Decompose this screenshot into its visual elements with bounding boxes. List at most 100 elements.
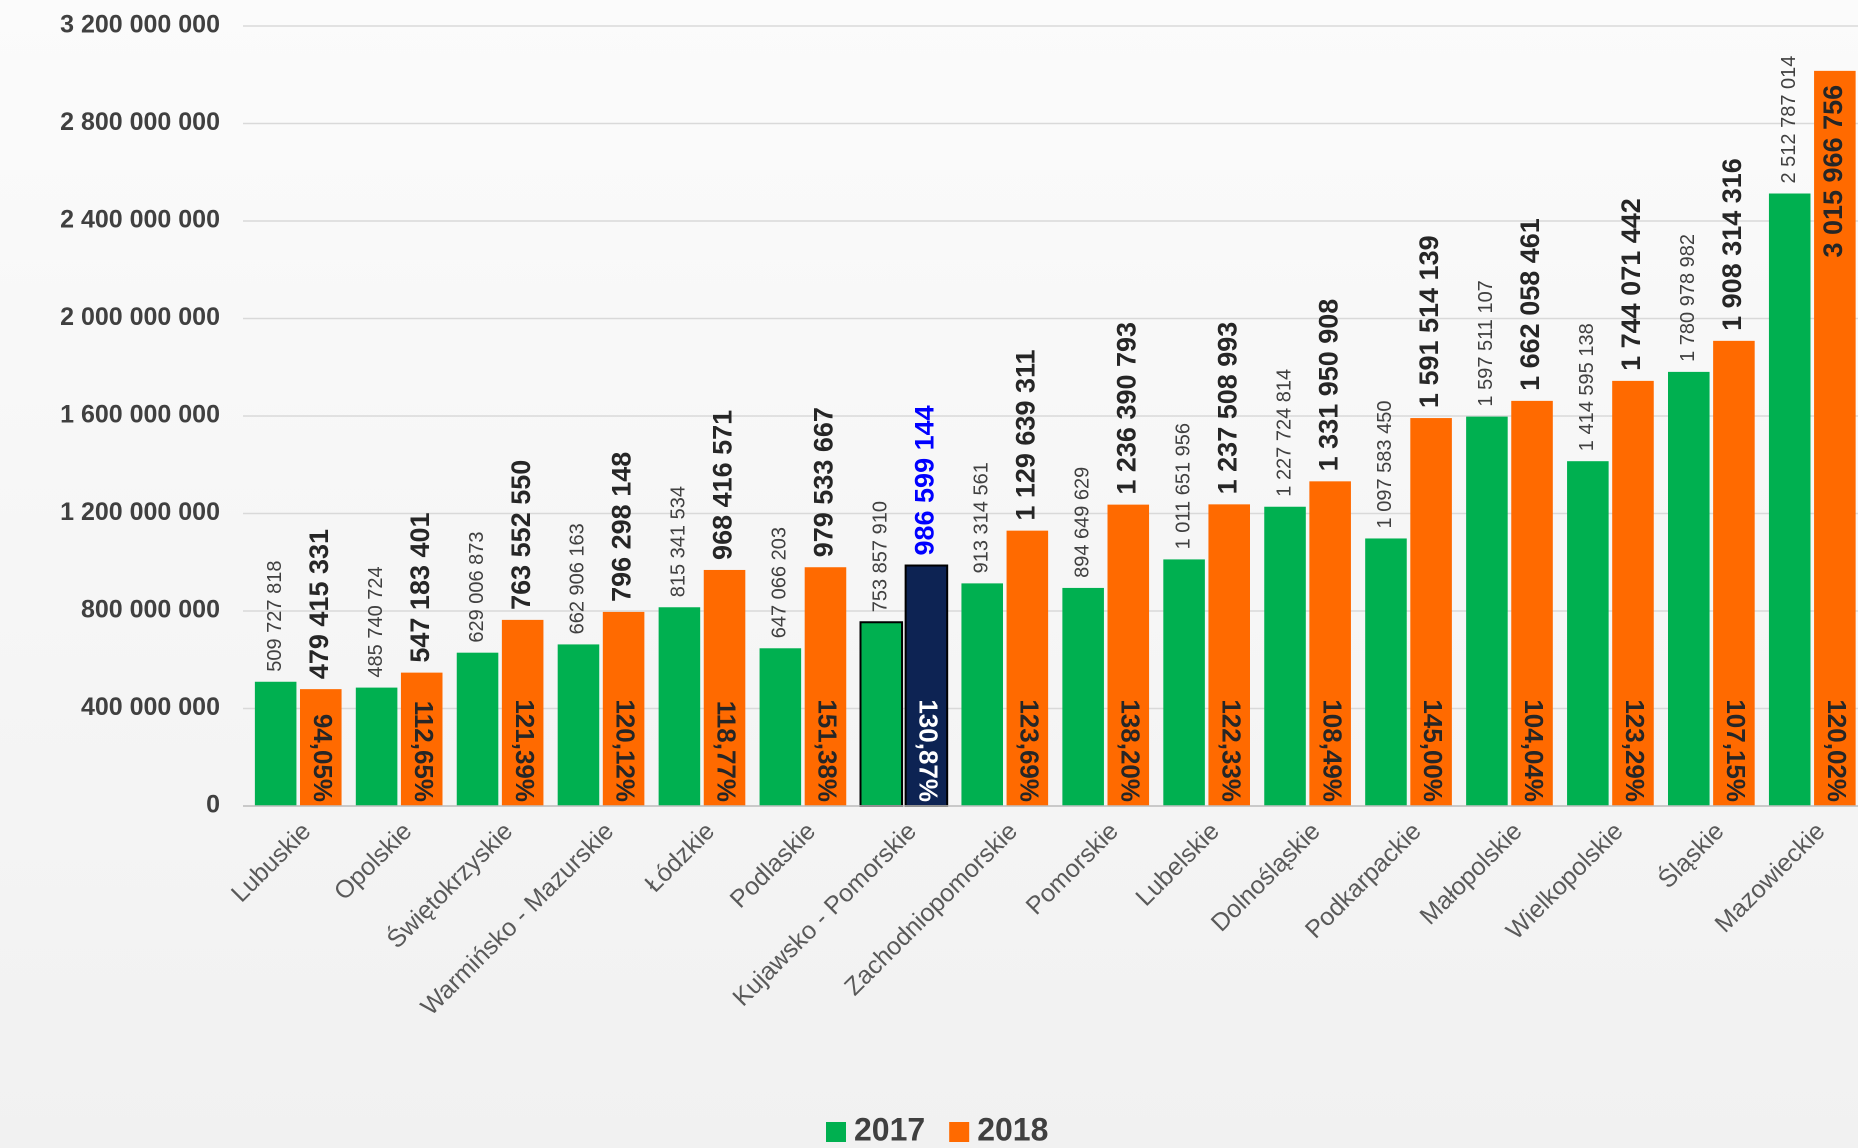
value-label: 1 236 390 793 xyxy=(1111,322,1141,495)
value-label: 1 662 058 461 xyxy=(1515,218,1545,391)
bar xyxy=(400,672,443,806)
y-tick-label: 3 200 000 000 xyxy=(60,11,220,39)
value-label: 815 341 534 xyxy=(668,486,690,597)
value-label: 485 740 724 xyxy=(365,566,387,677)
value-label: 1 129 639 311 xyxy=(1010,349,1040,520)
value-label: 986 599 144 xyxy=(910,405,940,555)
bar xyxy=(961,583,1003,806)
value-label: 753 857 910 xyxy=(870,501,892,612)
ratio-label: 112,65% xyxy=(409,701,439,802)
bar xyxy=(658,607,701,806)
value-label: 968 416 571 xyxy=(708,410,738,560)
bar xyxy=(1713,340,1755,806)
value-label: 1 331 950 908 xyxy=(1313,299,1343,472)
ratio-label: 108,49% xyxy=(1317,699,1347,802)
value-label: 1 908 314 316 xyxy=(1717,158,1747,331)
y-tick-label: 1 200 000 000 xyxy=(60,498,220,526)
bar xyxy=(557,644,600,806)
bar xyxy=(501,619,544,806)
value-label: 1 591 514 139 xyxy=(1414,235,1444,408)
bar xyxy=(254,681,297,806)
ratio-label: 145,00% xyxy=(1418,699,1448,802)
bar xyxy=(904,564,949,808)
ratio-label: 120,02% xyxy=(1822,699,1852,802)
ratio-label: 94,05% xyxy=(308,714,338,802)
bar xyxy=(1006,530,1049,806)
x-tick-label: Lubelskie xyxy=(1130,817,1224,911)
bar xyxy=(1062,587,1104,806)
bar xyxy=(759,648,802,806)
bar xyxy=(1511,400,1553,806)
value-label: 763 552 550 xyxy=(506,460,536,610)
bar xyxy=(859,621,904,807)
bar xyxy=(300,689,342,806)
x-tick-label: Kujawsko - Pomorskie xyxy=(727,817,922,1012)
x-tick-label: Warmińsko - Mazurskie xyxy=(415,817,619,1021)
y-tick-label: 800 000 000 xyxy=(81,596,220,624)
ratio-label: 151,38% xyxy=(813,699,843,802)
y-tick-label: 400 000 000 xyxy=(81,693,220,721)
x-tick-label: Zachodniopomorskie xyxy=(839,817,1023,1001)
value-label: 1 414 595 138 xyxy=(1576,323,1598,451)
bar xyxy=(1466,416,1508,806)
ratio-label: 118,77% xyxy=(712,701,742,802)
value-label: 1 597 511 107 xyxy=(1475,280,1497,406)
value-label: 1 097 583 450 xyxy=(1374,401,1396,529)
ratio-label: 120,12% xyxy=(611,699,641,802)
value-label: 913 314 561 xyxy=(971,462,993,573)
ratio-label: 122,33% xyxy=(1216,699,1246,802)
ratio-label: 138,20% xyxy=(1115,699,1145,802)
x-tick-label: Opolskie xyxy=(329,817,418,906)
value-label: 894 649 629 xyxy=(1071,467,1093,578)
value-label: 662 906 163 xyxy=(567,523,589,634)
legend-swatch xyxy=(826,1122,846,1142)
y-tick-label: 1 600 000 000 xyxy=(60,401,220,429)
bar xyxy=(1410,418,1452,806)
x-tick-label: Małopolskie xyxy=(1414,817,1527,930)
bar xyxy=(1567,461,1609,806)
bar xyxy=(1814,70,1856,807)
bar xyxy=(1107,504,1150,806)
x-tick-label: Podlaskie xyxy=(725,817,821,913)
legend-swatch xyxy=(949,1122,970,1142)
ratio-label: 130,87% xyxy=(914,699,944,802)
y-tick-label: 0 xyxy=(206,791,220,819)
bar xyxy=(456,652,499,806)
value-label: 796 298 148 xyxy=(607,452,637,602)
value-label: 509 727 818 xyxy=(264,561,286,672)
legend-label: 2018 xyxy=(977,1111,1048,1147)
value-label: 3 015 966 756 xyxy=(1818,85,1848,258)
ratio-label: 107,15% xyxy=(1721,699,1751,802)
value-label: 1 780 978 982 xyxy=(1677,234,1699,362)
bar xyxy=(1264,506,1306,806)
legend-label: 2017 xyxy=(854,1111,925,1147)
bar xyxy=(804,567,847,806)
bar xyxy=(1163,559,1205,806)
value-label: 629 006 873 xyxy=(466,531,488,642)
bar xyxy=(1309,481,1351,806)
value-label: 1 011 651 956 xyxy=(1172,423,1194,549)
y-tick-label: 2 800 000 000 xyxy=(60,108,220,136)
value-label: 1 237 508 993 xyxy=(1212,322,1242,495)
value-label: 1 227 724 814 xyxy=(1273,369,1295,497)
y-tick-label: 2 000 000 000 xyxy=(60,303,220,331)
ratio-label: 123,69% xyxy=(1014,699,1044,802)
x-tick-label: Lubuskie xyxy=(226,817,317,908)
x-tick-label: Łódzkie xyxy=(639,817,720,898)
bar xyxy=(703,569,746,806)
value-label: 647 066 203 xyxy=(769,527,791,638)
value-label: 479 415 331 xyxy=(304,529,334,679)
bar xyxy=(1365,538,1407,806)
y-tick-label: 2 400 000 000 xyxy=(60,206,220,234)
ratio-label: 121,39% xyxy=(510,699,540,802)
bar xyxy=(1612,380,1654,806)
value-label: 1 744 071 442 xyxy=(1616,198,1646,371)
ratio-label: 104,04% xyxy=(1519,699,1549,802)
x-tick-label: Śląskie xyxy=(1651,816,1729,894)
bar xyxy=(1208,504,1250,806)
ratio-label: 123,29% xyxy=(1620,699,1650,802)
bar xyxy=(1668,371,1710,806)
bar xyxy=(355,687,398,806)
value-label: 547 183 401 xyxy=(405,512,435,662)
x-tick-label: Pomorskie xyxy=(1021,817,1124,920)
